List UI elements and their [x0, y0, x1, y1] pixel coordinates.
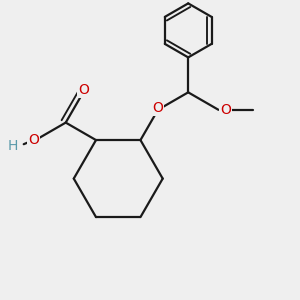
Text: H: H [8, 139, 18, 153]
Text: O: O [78, 83, 88, 97]
Text: O: O [220, 103, 231, 117]
Text: O: O [28, 133, 39, 147]
Text: O: O [152, 101, 164, 115]
